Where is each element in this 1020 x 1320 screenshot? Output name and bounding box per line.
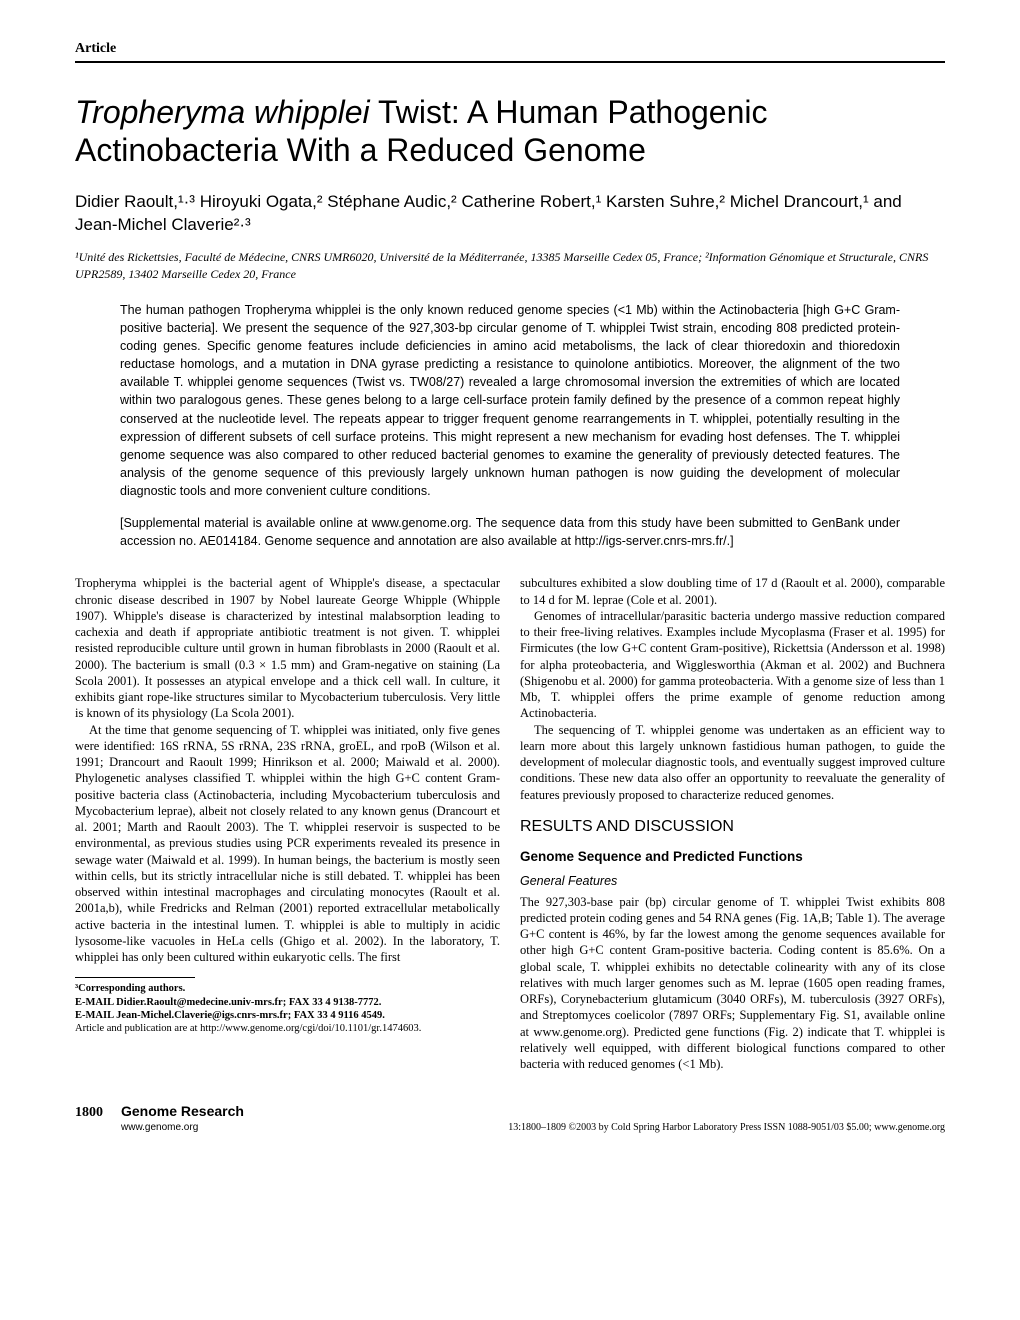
authors-list: Didier Raoult,¹·³ Hiroyuki Ogata,² Stéph… [75, 190, 945, 238]
supplemental-note: [Supplemental material is available onli… [120, 514, 900, 550]
body-p4: Genomes of intracellular/parasitic bacte… [520, 608, 945, 722]
article-label: Article [75, 40, 945, 63]
affiliations: ¹Unité des Rickettsies, Faculté de Médec… [75, 249, 945, 283]
page-footer: 1800 Genome Research www.genome.org 13:1… [75, 1102, 945, 1134]
body-p1: Tropheryma whipplei is the bacterial age… [75, 575, 500, 721]
footnote-article-info: Article and publication are at http://ww… [75, 1022, 500, 1035]
body-columns: Tropheryma whipplei is the bacterial age… [75, 575, 945, 1072]
subsubsection-general: General Features [520, 873, 945, 889]
journal-url: www.genome.org [121, 1121, 244, 1135]
journal-name: Genome Research www.genome.org [121, 1102, 244, 1134]
body-p6: The 927,303-base pair (bp) circular geno… [520, 894, 945, 1073]
body-p5: The sequencing of T. whipplei genome was… [520, 722, 945, 803]
abstract: The human pathogen Tropheryma whipplei i… [120, 301, 900, 500]
footnote-rule [75, 977, 195, 978]
title-italic-part: Tropheryma whipplei [75, 94, 370, 130]
footer-copyright: 13:1800–1809 ©2003 by Cold Spring Harbor… [508, 1121, 945, 1135]
subsection-genome: Genome Sequence and Predicted Functions [520, 848, 945, 866]
journal-title-text: Genome Research [121, 1103, 244, 1119]
footnote-block: ³Corresponding authors. E-MAIL Didier.Ra… [75, 982, 500, 1035]
body-p2: At the time that genome sequencing of T.… [75, 722, 500, 966]
article-label-text: Article [75, 41, 116, 56]
body-p3: subcultures exhibited a slow doubling ti… [520, 575, 945, 608]
footnote-email1: E-MAIL Didier.Raoult@medecine.univ-mrs.f… [75, 996, 500, 1009]
footnote-email2: E-MAIL Jean-Michel.Claverie@igs.cnrs-mrs… [75, 1009, 500, 1022]
footnote-corresponding: ³Corresponding authors. [75, 982, 500, 995]
section-results: RESULTS AND DISCUSSION [520, 817, 945, 838]
footer-left: 1800 Genome Research www.genome.org [75, 1102, 244, 1134]
page-number: 1800 [75, 1104, 103, 1123]
article-title: Tropheryma whipplei Twist: A Human Patho… [75, 93, 945, 170]
